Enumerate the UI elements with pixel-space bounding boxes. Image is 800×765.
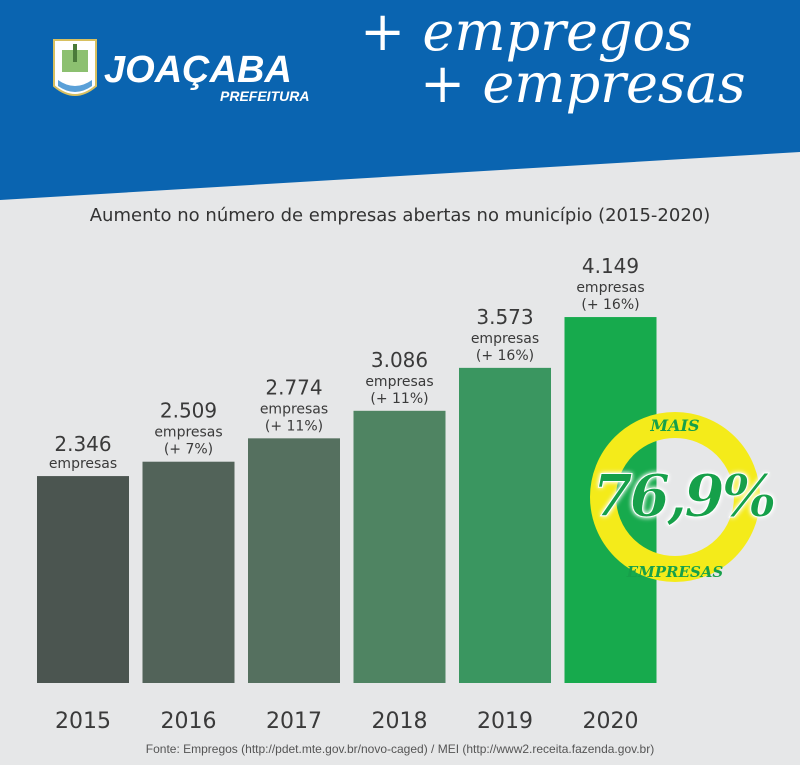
- badge-value: 76,9%: [592, 462, 777, 531]
- x-tick-label: 2018: [372, 709, 428, 734]
- headline-jobs: + empregos: [360, 0, 693, 63]
- x-tick-label: 2016: [161, 709, 217, 734]
- value-label: 3.086: [371, 348, 428, 372]
- headline-companies: + empresas: [420, 52, 746, 115]
- badge-top-text: MAIS: [650, 416, 700, 435]
- source-note: Fonte: Empregos (http://pdet.mte.gov.br/…: [145, 742, 655, 756]
- growth-label: (+ 16%): [581, 297, 639, 313]
- bar-2018: [353, 410, 446, 683]
- logo-coat-of-arms: [53, 39, 97, 96]
- x-tick-label: 2015: [55, 709, 111, 734]
- unit-label: empresas: [260, 401, 328, 417]
- unit-label: empresas: [365, 374, 433, 390]
- brand-name: JOAÇABA: [104, 49, 292, 91]
- unit-label: empresas: [49, 456, 117, 472]
- unit-label: empresas: [576, 280, 644, 296]
- bar-2016: [142, 461, 235, 683]
- brand-subtitle: PREFEITURA: [220, 88, 310, 104]
- x-tick-label: 2019: [477, 709, 533, 734]
- value-label: 2.346: [54, 432, 111, 456]
- value-label: 3.573: [476, 305, 533, 329]
- x-tick-label: 2020: [583, 709, 639, 734]
- value-label: 4.149: [582, 254, 639, 278]
- unit-label: empresas: [471, 331, 539, 347]
- chart-title: Aumento no número de empresas abertas no…: [89, 205, 711, 226]
- growth-label: (+ 11%): [370, 391, 428, 407]
- bar-2017: [248, 438, 340, 683]
- badge-bottom-text: EMPRESAS: [626, 563, 724, 581]
- bar-2019: [459, 367, 551, 683]
- unit-label: empresas: [154, 425, 222, 441]
- bar-2015: [37, 476, 129, 683]
- growth-label: (+ 11%): [265, 418, 323, 434]
- badge-ring: [590, 412, 760, 582]
- value-label: 2.774: [265, 375, 322, 399]
- growth-badge: [590, 412, 760, 582]
- growth-label: (+ 7%): [164, 442, 213, 458]
- x-tick-label: 2017: [266, 709, 322, 734]
- header-banner: [0, 0, 800, 200]
- value-label: 2.509: [160, 399, 217, 423]
- growth-label: (+ 16%): [476, 348, 534, 364]
